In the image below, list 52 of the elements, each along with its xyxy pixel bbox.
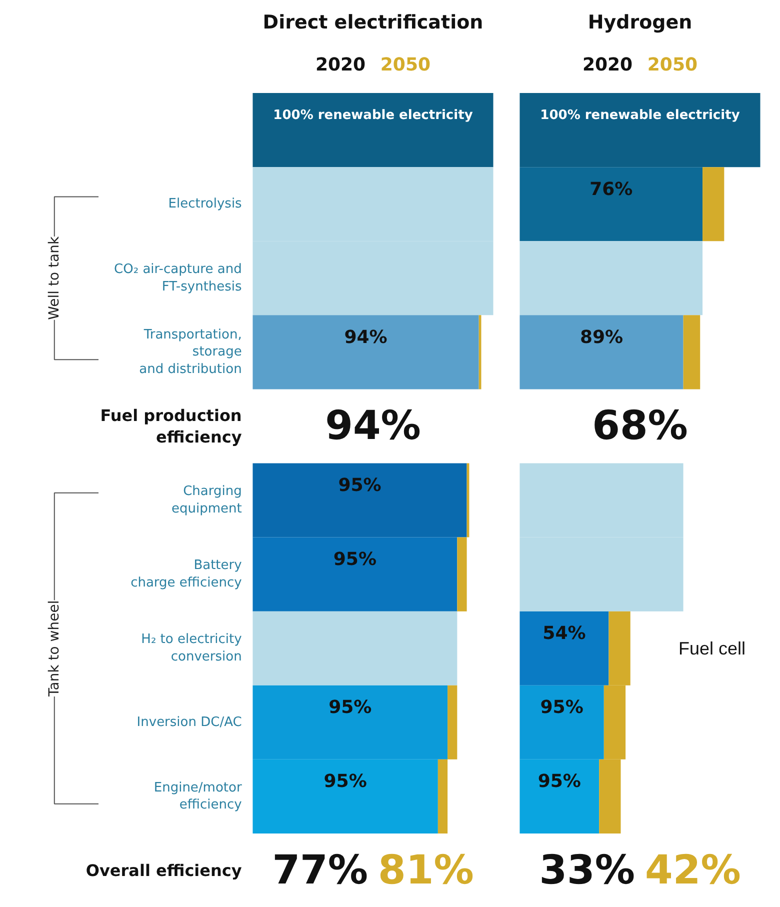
y-tick-label: CO₂ air-capture and FT-synthesis (114, 262, 242, 294)
annotation: 76% (590, 178, 633, 200)
bar (520, 93, 760, 168)
y-tick-label: Inversion DC/AC (136, 714, 242, 730)
annotation: 95% (333, 549, 376, 570)
annotation: 95% (538, 771, 581, 792)
text: 42% (645, 847, 741, 894)
text: 77% (272, 847, 368, 894)
text: Tank to wheel (46, 600, 62, 698)
chart-title: Direct electrification (262, 12, 484, 34)
annotation: 95% (540, 697, 584, 718)
bar (252, 93, 494, 168)
bar (252, 537, 458, 612)
bar (448, 685, 458, 760)
text: 94% (344, 326, 388, 348)
annotation: 95% (338, 474, 382, 496)
y-tick-label: Charging equipment (171, 484, 242, 516)
y-tick-label: Battery charge efficiency (130, 558, 242, 590)
bar (520, 167, 703, 242)
y-tick-label: Engine/motor efficiency (154, 780, 242, 813)
data-label: 100% renewable electricity (540, 108, 740, 123)
data-label: 100% renewable electricity (273, 108, 474, 123)
annotation: Fuel cell (678, 638, 746, 658)
y-tick-label: Overall efficiency (86, 860, 242, 880)
text: 68% (592, 403, 688, 450)
bar (252, 315, 479, 390)
text: 2050 (380, 54, 431, 76)
bar (438, 759, 448, 834)
bar (520, 315, 684, 390)
bar (520, 241, 703, 316)
annotation: 54% (542, 623, 586, 644)
bar (683, 315, 700, 390)
y-tick-label: Transportation, storage and distribution (139, 327, 242, 377)
text: 2050 (647, 54, 698, 76)
text: 33% (539, 847, 635, 894)
y-tick-label: H₂ to electricity conversion (141, 632, 242, 664)
text: Well to tank (46, 236, 62, 320)
annotation: 94% (325, 403, 421, 450)
bar (457, 537, 467, 612)
bar (702, 167, 724, 242)
bar (252, 611, 458, 686)
annotation: 89% (580, 326, 624, 348)
text: 81% (378, 847, 474, 894)
bar (252, 463, 467, 538)
y-tick-label: Electrolysis (168, 196, 242, 212)
annotation: 95% (328, 697, 372, 718)
y-tick-label: Fuel production efficiency (100, 406, 242, 447)
series-label: 2020 (582, 54, 633, 76)
bar (520, 611, 609, 686)
series-label: 2020 (315, 54, 366, 76)
annotation: 95% (324, 771, 367, 792)
chart-title: Hydrogen (588, 12, 692, 34)
